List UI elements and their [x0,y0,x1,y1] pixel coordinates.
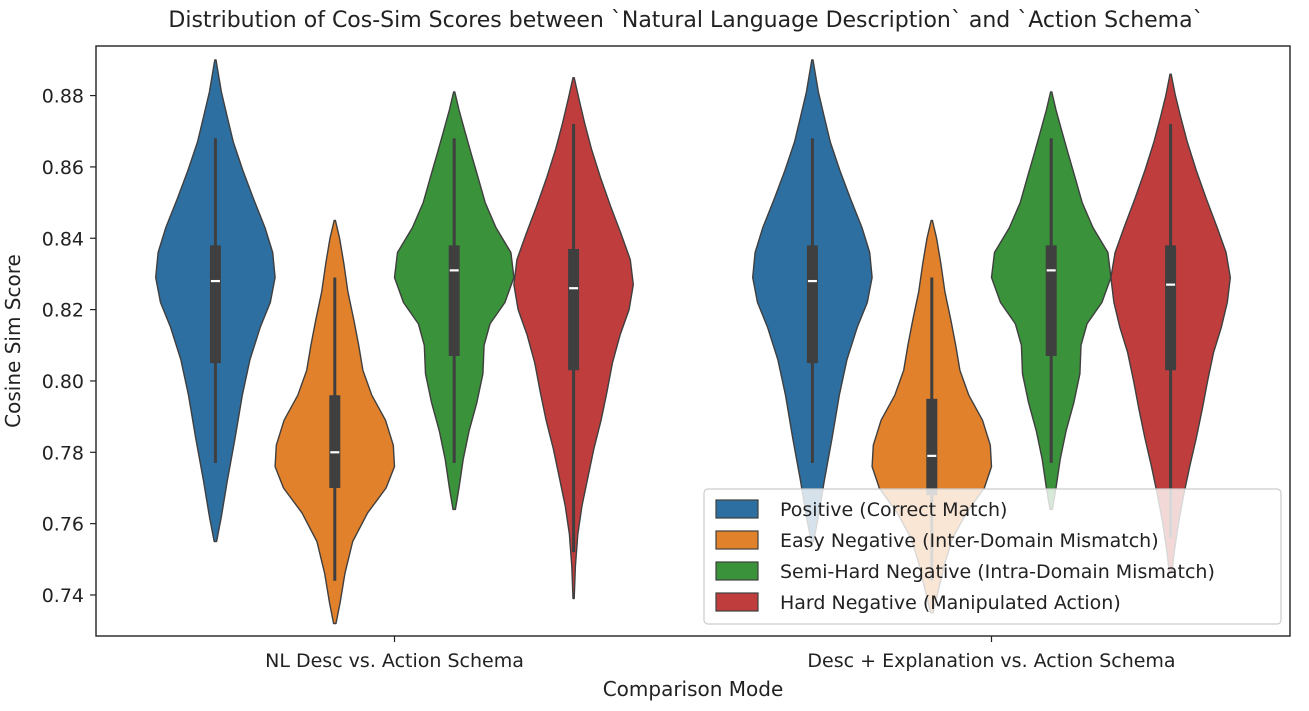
legend-swatch [715,561,759,581]
y-tick-label: 0.88 [42,86,84,108]
legend-entry: Hard Negative (Manipulated Action) [780,592,1121,614]
violin-iqr-box [1165,245,1177,371]
x-tick-label: NL Desc vs. Action Schema [265,650,524,672]
legend-entry: Semi-Hard Negative (Intra-Domain Mismatc… [780,561,1215,583]
y-tick-label: 0.86 [42,157,84,179]
x-axis: NL Desc vs. Action Schema Desc + Explanat… [265,636,1176,672]
legend-swatch [715,592,759,612]
y-tick-label: 0.82 [42,300,84,322]
y-tick-label: 0.84 [42,228,84,250]
legend-swatch [715,499,759,519]
y-tick-label: 0.76 [42,514,84,536]
violin-iqr-box [926,398,938,496]
x-axis-label: Comparison Mode [603,677,784,701]
legend-entry: Positive (Correct Match) [780,499,1007,521]
legend-swatch [715,530,759,550]
violin-iqr-box [329,395,341,488]
legend-box [703,488,1282,625]
plot-area-frame [95,45,1291,637]
x-tick-label: Desc + Explanation vs. Action Schema [807,650,1175,672]
violin-iqr-box [1045,245,1057,356]
violin-iqr-box [568,248,580,371]
violin-iqr-box [448,245,460,356]
violin-iqr-box [806,245,818,364]
legend: Positive (Correct Match) Easy Negative (I… [703,488,1282,625]
legend-entry: Easy Negative (Inter-Domain Mismatch) [780,530,1159,552]
y-tick-label: 0.74 [42,585,84,607]
y-axis: 0.74 0.76 0.78 0.80 0.82 0.84 0.86 0.88 [42,86,96,607]
y-tick-label: 0.80 [42,371,84,393]
y-tick-label: 0.78 [42,442,84,464]
violin-iqr-box [209,245,221,364]
y-axis-label: Cosine Sim Score [1,254,25,428]
chart-title: Distribution of Cos-Sim Scores between `… [168,8,1203,33]
